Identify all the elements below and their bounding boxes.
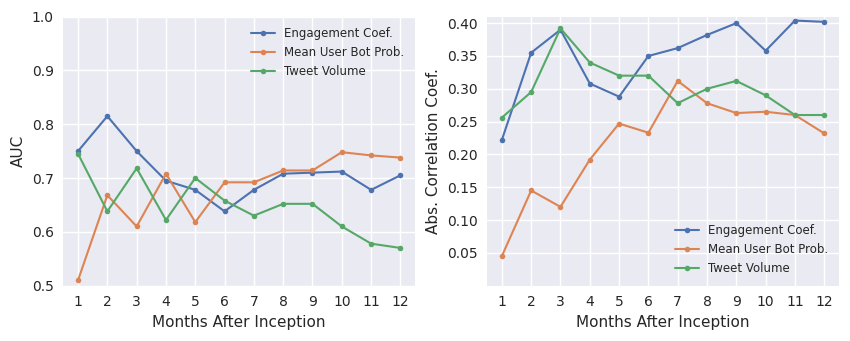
Mean User Bot Prob. [702,101,712,105]
Engagement Coef. [496,138,507,142]
Tweet Volume [614,74,624,78]
Line: Tweet Volume: Tweet Volume [499,26,827,120]
Mean User Bot Prob. [102,193,112,197]
Tweet Volume [337,224,347,228]
Tweet Volume [161,218,171,222]
Engagement Coef. [731,21,741,25]
Legend: Engagement Coef., Mean User Bot Prob., Tweet Volume: Engagement Coef., Mean User Bot Prob., T… [246,23,409,83]
Engagement Coef. [366,188,377,192]
Engagement Coef. [790,18,800,23]
Engagement Coef. [702,33,712,37]
Mean User Bot Prob. [395,155,405,160]
Mean User Bot Prob. [190,220,201,224]
Mean User Bot Prob. [731,111,741,115]
Engagement Coef. [132,149,142,153]
Tweet Volume [819,113,830,117]
Legend: Engagement Coef., Mean User Bot Prob., Tweet Volume: Engagement Coef., Mean User Bot Prob., T… [671,220,833,280]
Mean User Bot Prob. [161,172,171,176]
Tweet Volume [366,242,377,246]
Tweet Volume [702,87,712,91]
Engagement Coef. [672,46,683,50]
Mean User Bot Prob. [366,153,377,158]
Engagement Coef. [555,28,565,32]
Mean User Bot Prob. [496,254,507,258]
Engagement Coef. [337,169,347,174]
Tweet Volume [555,26,565,30]
Engagement Coef. [102,114,112,118]
Tweet Volume [731,79,741,83]
Mean User Bot Prob. [278,168,288,173]
Mean User Bot Prob. [132,224,142,228]
Tweet Volume [395,246,405,250]
X-axis label: Months After Inception: Months After Inception [152,315,326,330]
Tweet Volume [190,176,201,180]
Mean User Bot Prob. [219,180,230,184]
Mean User Bot Prob. [526,189,536,193]
Line: Engagement Coef.: Engagement Coef. [499,18,827,143]
Mean User Bot Prob. [73,278,83,282]
Y-axis label: Abs. Correlation Coef.: Abs. Correlation Coef. [426,68,441,234]
Mean User Bot Prob. [761,110,771,114]
Engagement Coef. [526,51,536,55]
Tweet Volume [496,116,507,120]
Tweet Volume [73,152,83,156]
Engagement Coef. [249,188,259,192]
Mean User Bot Prob. [819,131,830,135]
Mean User Bot Prob. [672,79,683,83]
Y-axis label: AUC: AUC [11,135,26,167]
Engagement Coef. [585,81,595,86]
Engagement Coef. [190,188,201,192]
Engagement Coef. [761,49,771,53]
Tweet Volume [249,213,259,218]
Engagement Coef. [308,170,318,175]
Tweet Volume [278,202,288,206]
Engagement Coef. [219,209,230,213]
Tweet Volume [308,202,318,206]
Mean User Bot Prob. [308,168,318,173]
Mean User Bot Prob. [249,180,259,184]
Line: Mean User Bot Prob.: Mean User Bot Prob. [499,78,827,259]
Mean User Bot Prob. [337,150,347,154]
Engagement Coef. [278,172,288,176]
Mean User Bot Prob. [555,205,565,209]
Mean User Bot Prob. [585,158,595,162]
Tweet Volume [672,101,683,105]
Mean User Bot Prob. [643,131,654,135]
Mean User Bot Prob. [614,121,624,125]
Engagement Coef. [819,20,830,24]
Tweet Volume [132,166,142,170]
Tweet Volume [643,74,654,78]
Line: Engagement Coef.: Engagement Coef. [76,113,403,214]
Tweet Volume [102,209,112,213]
Engagement Coef. [643,54,654,58]
Tweet Volume [790,113,800,117]
Line: Tweet Volume: Tweet Volume [76,151,403,251]
X-axis label: Months After Inception: Months After Inception [576,315,750,330]
Engagement Coef. [73,149,83,153]
Engagement Coef. [161,179,171,183]
Engagement Coef. [395,173,405,177]
Tweet Volume [219,198,230,203]
Engagement Coef. [614,94,624,99]
Tweet Volume [585,60,595,64]
Mean User Bot Prob. [790,113,800,117]
Line: Mean User Bot Prob.: Mean User Bot Prob. [76,149,403,283]
Tweet Volume [526,90,536,94]
Tweet Volume [761,93,771,98]
